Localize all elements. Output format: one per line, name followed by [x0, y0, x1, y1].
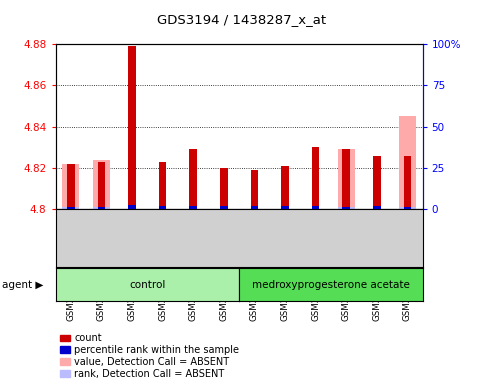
Bar: [399, 116, 416, 209]
Text: GDS3194 / 1438287_x_at: GDS3194 / 1438287_x_at: [157, 13, 326, 26]
Bar: [159, 162, 167, 209]
Bar: [403, 156, 411, 209]
Bar: [373, 156, 381, 209]
Bar: [338, 149, 355, 209]
Legend: count, percentile rank within the sample, value, Detection Call = ABSENT, rank, : count, percentile rank within the sample…: [60, 333, 239, 379]
Bar: [93, 160, 110, 209]
Bar: [312, 206, 319, 209]
Bar: [281, 206, 289, 209]
Bar: [281, 166, 289, 209]
Bar: [62, 164, 79, 209]
Bar: [251, 206, 258, 209]
Bar: [342, 149, 350, 209]
Bar: [67, 207, 75, 209]
Bar: [220, 168, 227, 209]
Bar: [159, 206, 167, 209]
Text: medroxyprogesterone acetate: medroxyprogesterone acetate: [252, 280, 410, 290]
Bar: [312, 147, 319, 209]
Bar: [399, 207, 416, 209]
Text: control: control: [129, 280, 166, 290]
Bar: [98, 162, 105, 209]
Bar: [128, 46, 136, 209]
Bar: [338, 207, 355, 209]
Bar: [98, 207, 105, 209]
Bar: [251, 170, 258, 209]
Bar: [189, 149, 197, 209]
Bar: [342, 207, 350, 209]
Bar: [93, 207, 110, 209]
Bar: [128, 205, 136, 209]
Bar: [403, 207, 411, 209]
Bar: [67, 164, 75, 209]
Text: agent ▶: agent ▶: [2, 280, 44, 290]
Bar: [62, 207, 79, 209]
Bar: [220, 206, 227, 209]
Bar: [189, 206, 197, 209]
Bar: [373, 206, 381, 209]
